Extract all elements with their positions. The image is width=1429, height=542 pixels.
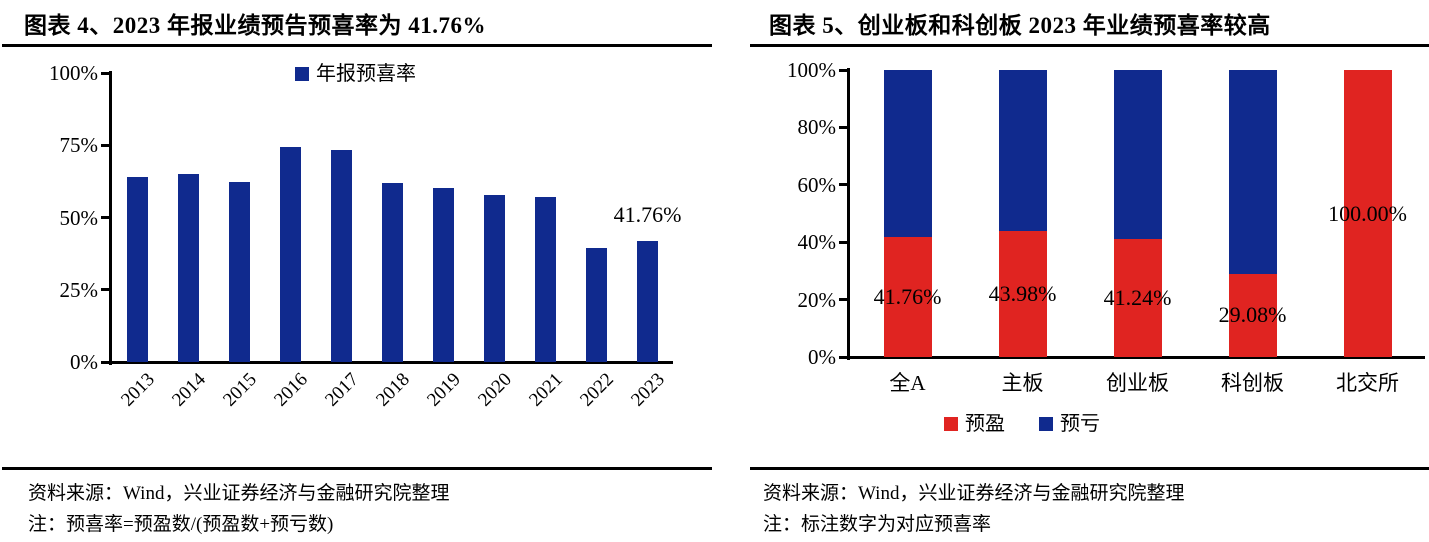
figure5-footer-rule [750,467,1429,470]
x-axis [847,356,1425,359]
legend: 预盈 预亏 [944,412,1100,436]
bar-2022 [586,247,607,362]
bar-2021 [535,197,556,362]
figure4-source: 资料来源：Wind，兴业证券经济与金融研究院整理 [28,483,450,504]
y-tick [101,216,109,219]
bar-主板-pre-loss [998,70,1047,231]
y-tick [839,298,847,302]
legend-item-预盈: 预盈 [944,412,1005,436]
legend-swatch [295,67,309,81]
bar-全A-pre-profit [883,237,932,357]
y-tick [101,71,109,75]
y-tick [839,68,847,72]
data-label-2023: 41.76% [613,202,682,227]
legend-item: 年报预喜率 [295,62,416,86]
x-category-label: 主板 [1001,371,1044,395]
figure4-note: 注：预喜率=预盈数/(预盈数+预亏数) [28,514,334,535]
legend-label: 预亏 [1060,413,1100,435]
y-axis [109,71,112,365]
figure4-title-rule [2,44,712,47]
bar-2017 [331,149,352,362]
bar-创业板-pre-profit [1113,238,1162,357]
y-tick-label: 40% [797,230,837,255]
y-tick-label: 20% [797,287,837,312]
y-tick-label: 0% [808,345,836,369]
y-tick [839,125,847,129]
figure5-title-rule [750,44,1429,47]
y-tick-label: 100% [49,61,98,85]
x-category-label: 北交所 [1336,371,1399,395]
figure4-footer-rule [2,467,712,470]
x-axis [109,361,673,364]
figure5-source: 资料来源：Wind，兴业证券经济与金融研究院整理 [763,483,1185,504]
bar-2013 [127,177,148,362]
bar-2015 [229,181,250,362]
bar-北交所-pre-profit [1343,70,1392,357]
y-tick-label: 25% [59,277,99,302]
legend-label: 年报预喜率 [316,63,416,85]
data-label-全A: 41.76% [873,284,942,310]
bar-2016 [280,146,301,362]
y-tick [839,183,847,187]
legend: 年报预喜率 [295,62,416,86]
figure4-chart: 0% 25% 50% 75% 100% 2013 2014 2015 2016 2017 2018 2… [49,61,682,411]
bar-2020 [484,194,505,362]
figure5-note: 注：标注数字为对应预喜率 [763,514,992,535]
y-tick-label: 0% [70,350,98,374]
bar-2019 [433,188,454,362]
figure4-panel: 图表 4、2023 年报业绩预告预喜率为 41.76% 0% 25% 50% 75% 1… [2,13,712,535]
figure5-chart: 0% 20% 40% 60% 80% 100% 41.76% 全A 43.98% 主板 41.24%… [715,0,1429,542]
y-axis [847,68,850,360]
legend-swatch [1039,417,1053,431]
y-tick [839,355,847,359]
figure5-title: 图表 5、创业板和科创板 2023 年业绩预喜率较高 [769,13,1271,38]
y-tick [839,240,847,244]
y-tick-label: 100% [787,58,836,82]
y-tick [101,288,109,292]
bar-科创板-pre-loss [1228,70,1277,274]
x-category-label: 科创板 [1221,371,1284,395]
figure5-panel: 图表 5、创业板和科创板 2023 年业绩预喜率较高 0% 20% 40% 60% 80… [715,0,1429,542]
y-tick [101,360,109,364]
data-label-北交所: 100.00% [1328,200,1407,226]
bar-主板-pre-profit [998,230,1047,357]
figure4-title: 图表 4、2023 年报业绩预告预喜率为 41.76% [24,13,486,38]
y-tick [101,143,109,147]
bar-2023 [637,241,658,362]
bar-创业板-pre-loss [1113,70,1162,239]
bar-科创板-pre-profit [1228,273,1277,357]
x-category-label: 全A [889,371,926,395]
y-tick-label: 75% [59,133,99,158]
bar-2014 [178,174,199,362]
bar-2018 [382,182,403,362]
x-category-label: 创业板 [1106,371,1169,395]
bar-全A-pre-loss [883,70,932,238]
data-label-创业板: 41.24% [1103,284,1172,310]
legend-item-预亏: 预亏 [1039,412,1100,436]
legend-swatch [944,417,958,431]
legend-label: 预盈 [965,413,1005,435]
data-label-科创板: 29.08% [1218,302,1287,328]
data-label-主板: 43.98% [988,280,1057,306]
y-tick-label: 80% [797,115,837,140]
y-tick-label: 60% [797,172,837,197]
y-tick-label: 50% [59,205,99,230]
